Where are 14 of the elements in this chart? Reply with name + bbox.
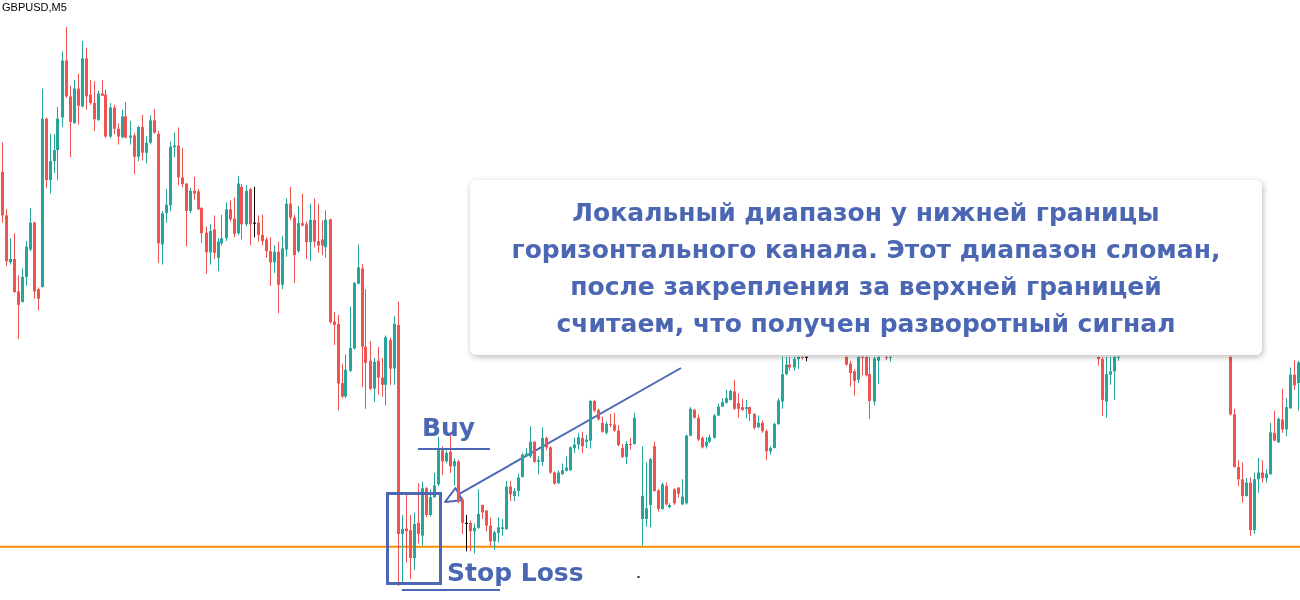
candlestick	[253, 186, 256, 238]
candlestick	[9, 238, 12, 265]
candlestick	[473, 523, 476, 554]
candlestick	[629, 437, 632, 450]
candlestick	[609, 413, 612, 428]
candlestick	[317, 203, 320, 253]
candlestick	[465, 515, 468, 552]
candlestick	[405, 493, 408, 563]
candlestick	[401, 515, 404, 584]
annotation: Buy	[422, 413, 476, 443]
candlestick	[861, 356, 864, 376]
annotation: Локальный диапазон у нижней границы горизонтального канала. Этот диапазон сломан, после закрепления за верхней границей считаем, что получен разворотный сигнал	[511, 196, 1221, 340]
chart-title: GBPUSD,M5	[2, 1, 67, 13]
annotation: Stop Loss	[447, 558, 584, 587]
